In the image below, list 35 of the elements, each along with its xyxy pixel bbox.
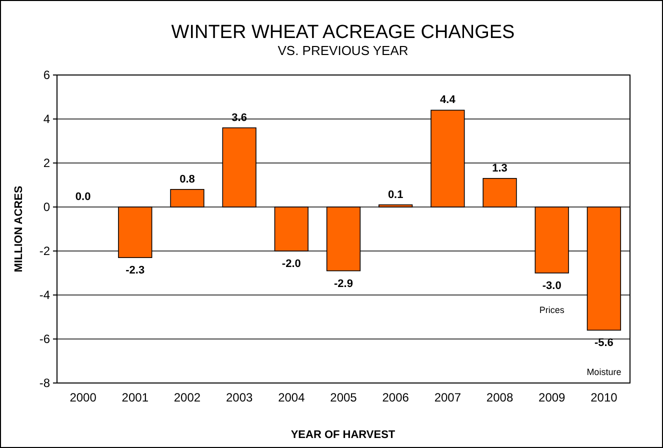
y-tick-label: -8 [39, 376, 50, 390]
y-tick-label: 6 [43, 68, 50, 82]
x-tick-label: 2005 [330, 390, 358, 405]
x-tick-label: 2002 [174, 390, 201, 405]
data-label: 1.3 [492, 162, 508, 174]
chart-title: WINTER WHEAT ACREAGE CHANGES [171, 22, 515, 43]
y-tick-label: 0 [43, 200, 50, 214]
x-tick-label: 2006 [382, 390, 410, 405]
data-label: 4.4 [440, 94, 456, 106]
y-tick-label: -6 [39, 332, 50, 346]
y-tick-label: 2 [43, 156, 50, 170]
y-tick-label: -4 [39, 288, 50, 302]
x-tick-label: 2000 [70, 390, 97, 405]
y-tick-label: 4 [43, 112, 50, 126]
y-tick-label: -2 [39, 244, 50, 258]
data-label: 0.8 [180, 173, 195, 186]
x-tick-label: 2009 [538, 390, 566, 405]
chart-subtitle: VS. PREVIOUS YEAR [278, 43, 408, 58]
data-label: 0.0 [75, 191, 91, 203]
data-label: -2.9 [334, 278, 353, 290]
x-tick-label: 2004 [278, 390, 306, 405]
x-axis-title: YEAR OF HARVEST [290, 429, 396, 441]
data-label: -2.0 [282, 258, 301, 270]
data-label: -3.0 [542, 280, 562, 292]
data-label: -2.3 [126, 264, 145, 277]
x-tick-label: 2007 [434, 390, 462, 405]
y-axis-title: MILLION ACRES [13, 186, 25, 272]
data-label: -5.6 [594, 337, 614, 350]
x-tick-label: 2008 [486, 390, 514, 405]
annotation: Moisture [586, 367, 622, 377]
x-tick-label: 2010 [590, 390, 618, 405]
x-tick-label: 2001 [122, 390, 149, 405]
data-label: 0.1 [388, 188, 404, 201]
x-tick-label: 2003 [226, 390, 253, 405]
annotation: Prices [539, 305, 565, 315]
